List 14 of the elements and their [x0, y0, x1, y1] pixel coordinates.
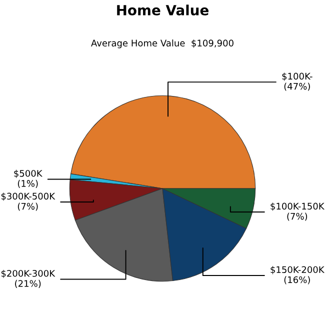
- slice-label: $100K-: [282, 72, 312, 81]
- chart-title: Home Value: [117, 4, 208, 16]
- data-label: (7%): [287, 212, 308, 221]
- slice-label: $300K-500K: [1, 192, 56, 201]
- slice-label: $100K-150K: [270, 202, 325, 211]
- data-label: (1%): [18, 180, 38, 188]
- slice-label: $150K-200K: [270, 266, 325, 274]
- data-label: (21%): [15, 280, 41, 288]
- data-label: (47%): [284, 82, 310, 91]
- slice-label: $500K: [14, 170, 42, 178]
- chart-subtitle: Average Home Value $109,900: [91, 40, 234, 48]
- data-label: (16%): [284, 276, 310, 284]
- data-label: (7%): [18, 202, 38, 211]
- slice-label: $200K-300K: [1, 270, 56, 278]
